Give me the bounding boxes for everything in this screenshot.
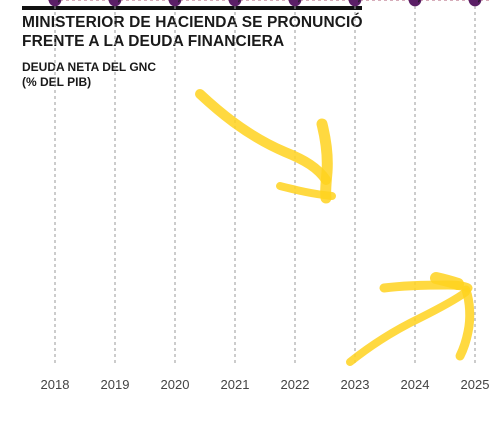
reference-value-0: 71 [99, 0, 113, 3]
data-label-2025: 56,1 [462, 0, 489, 3]
data-point-2023 [348, 0, 362, 7]
data-point-2018 [48, 0, 62, 7]
x-tick-2021: 2021 [221, 377, 250, 392]
data-labels: 46,3 48,4 60,7 60,1 57,7 53,8 55,3 56,1 [42, 0, 489, 3]
reference-label-1: Ancla: 55 [56, 0, 110, 3]
data-label-2022: 57,7 [282, 0, 308, 3]
x-tick-2022: 2022 [281, 377, 310, 392]
chart-title-line-1: MINISTERIOR DE HACIENDA SE PRONUNCIÓ [22, 14, 363, 31]
data-label-2019: 48,4 [102, 0, 129, 3]
data-point-2021 [228, 0, 242, 7]
data-point-2020 [168, 0, 182, 7]
data-point-2022 [288, 0, 302, 7]
reference-label-0: Límite: 71 [56, 0, 113, 3]
highlighter-stroke-6 [430, 272, 464, 290]
x-tick-2024: 2024 [401, 377, 430, 392]
data-point-2025 [468, 0, 482, 7]
highlighter-stroke-2 [276, 182, 336, 200]
data-label-2018: 46,3 [42, 0, 69, 3]
data-point-2024 [408, 0, 422, 7]
reference-lines: Límite: 71Ancla: 55 [48, 0, 490, 3]
data-point-2019 [108, 0, 122, 7]
chart-title: MINISTERIOR DE HACIENDA SE PRONUNCIÓ FRE… [22, 13, 492, 51]
chart-subtitle-line-2: (% DEL PIB) [22, 75, 92, 89]
data-label-2024: 55,3 [402, 0, 429, 3]
x-tick-2020: 2020 [161, 377, 190, 392]
title-rule [22, 6, 362, 10]
data-label-2021: 60,1 [222, 0, 249, 3]
x-tick-2018: 2018 [41, 377, 70, 392]
x-tick-2025: 2025 [461, 377, 490, 392]
highlighter-stroke-5 [455, 285, 475, 361]
data-points [48, 0, 482, 7]
vertical-guides [54, 0, 476, 366]
chart-subtitle: DEUDA NETA DEL GNC (% DEL PIB) [22, 60, 156, 90]
highlighter-stroke-4 [346, 288, 470, 366]
highlighter-stroke-0 [195, 89, 331, 185]
x-tick-2019: 2019 [101, 377, 130, 392]
data-label-2020: 60,7 [162, 0, 188, 3]
data-label-2023: 53,8 [342, 0, 369, 3]
x-tick-2023: 2023 [341, 377, 370, 392]
x-axis-ticks: 2018 2019 2020 2021 2022 2023 2024 2025 [41, 377, 490, 392]
reference-value-1: 55 [96, 0, 110, 3]
chart-title-line-2: FRENTE A LA DEUDA FINANCIERA [22, 33, 285, 50]
chart-subtitle-line-1: DEUDA NETA DEL GNC [22, 60, 157, 74]
highlighter-stroke-1 [316, 118, 333, 204]
highlighter-marks [195, 89, 475, 366]
